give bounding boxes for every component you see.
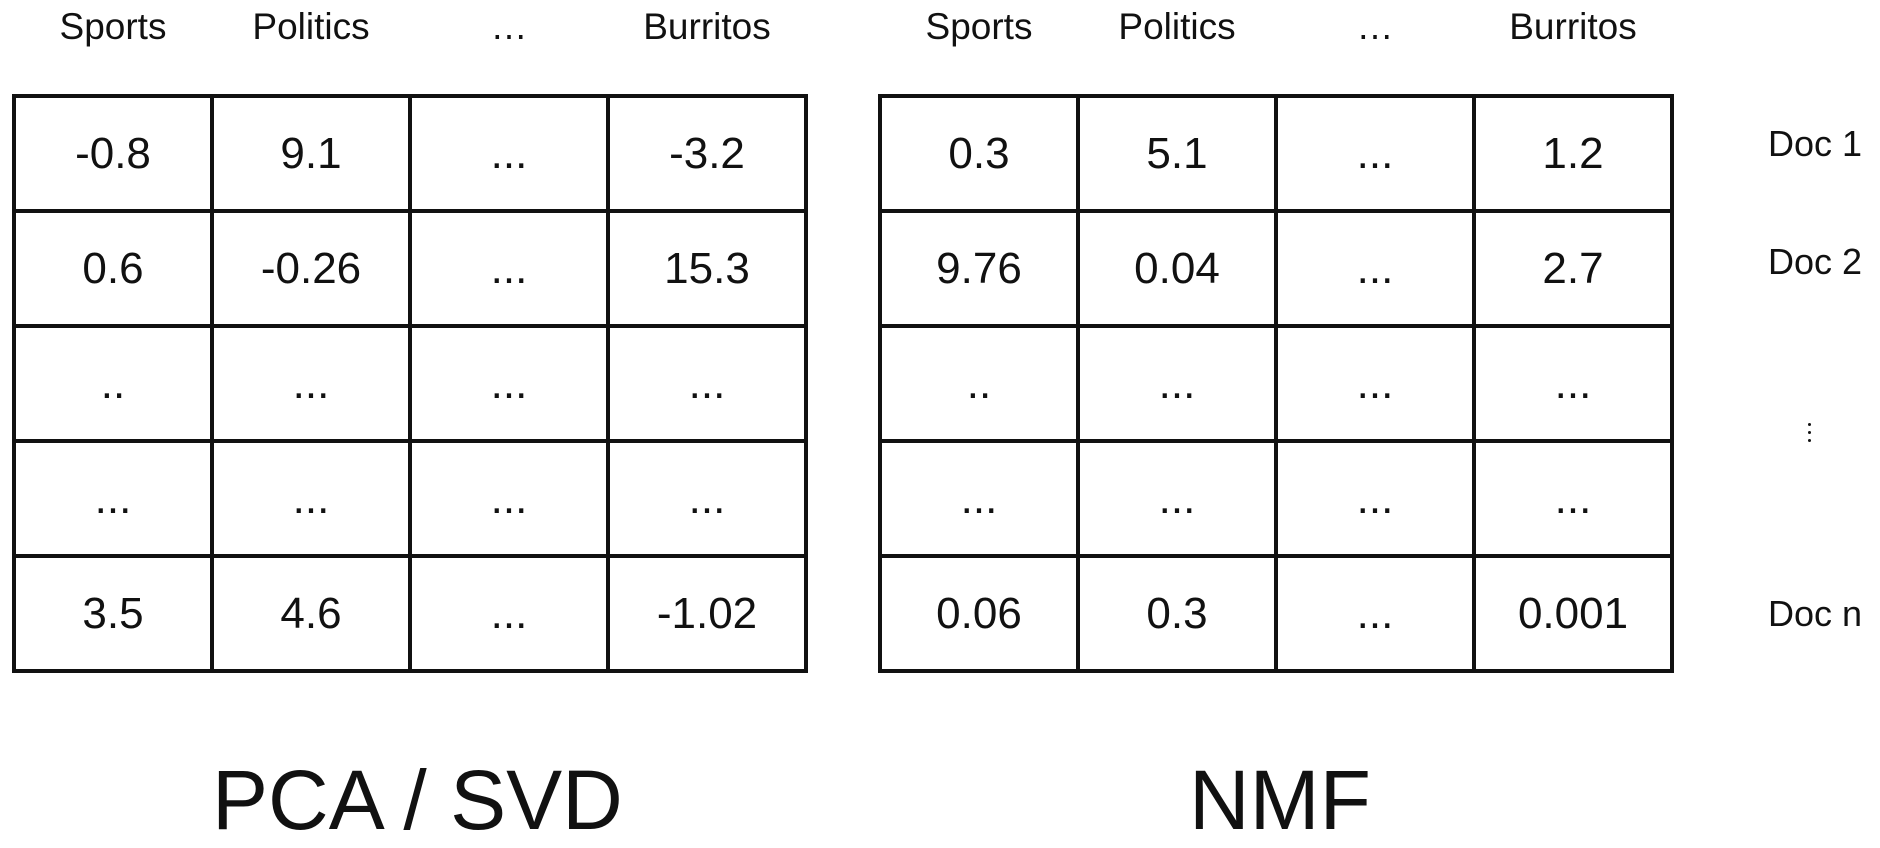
pca-cell: ... xyxy=(606,439,808,558)
nmf-cell: ... xyxy=(1076,439,1278,558)
nmf-cell: 0.06 xyxy=(878,554,1080,673)
pca-cell: 3.5 xyxy=(12,554,214,673)
pca-row-ellipsis-1: .. ... ... ... xyxy=(12,324,808,443)
pca-header-politics: Politics xyxy=(252,6,370,47)
pca-cell: -0.26 xyxy=(210,209,412,328)
nmf-header-ellipsis: … xyxy=(1356,6,1394,47)
pca-row-doc-1: -0.8 9.1 ... -3.2 xyxy=(12,94,808,213)
pca-svd-title: PCA / SVD xyxy=(212,753,623,847)
pca-matrix: -0.8 9.1 ... -3.2 0.6 -0.26 ... 15.3 .. … xyxy=(12,94,808,673)
pca-header-sports: Sports xyxy=(59,6,167,47)
pca-cell: ... xyxy=(408,94,610,213)
pca-cell: 15.3 xyxy=(606,209,808,328)
nmf-cell: ... xyxy=(1274,94,1476,213)
pca-row-doc-2: 0.6 -0.26 ... 15.3 xyxy=(12,209,808,328)
pca-cell: 4.6 xyxy=(210,554,412,673)
nmf-header-politics: Politics xyxy=(1118,6,1236,47)
nmf-cell: 2.7 xyxy=(1472,209,1674,328)
nmf-cell: ... xyxy=(1274,324,1476,443)
nmf-cell: ... xyxy=(878,439,1080,558)
pca-cell: ... xyxy=(210,439,412,558)
pca-cell: .. xyxy=(12,324,214,443)
nmf-cell: .. xyxy=(878,324,1080,443)
pca-cell: ... xyxy=(408,439,610,558)
pca-cell: ... xyxy=(408,554,610,673)
pca-cell: 0.6 xyxy=(12,209,214,328)
pca-header-ellipsis: … xyxy=(490,6,528,47)
pca-cell: -1.02 xyxy=(606,554,808,673)
doc-label-n: Doc n xyxy=(1768,593,1863,634)
nmf-cell: 0.3 xyxy=(1076,554,1278,673)
nmf-row-doc-n: 0.06 0.3 ... 0.001 xyxy=(878,554,1674,673)
nmf-cell: ... xyxy=(1274,439,1476,558)
nmf-row-doc-2: 9.76 0.04 ... 2.7 xyxy=(878,209,1674,328)
pca-column-headers: Sports Politics … Burritos xyxy=(14,0,806,54)
pca-cell: ... xyxy=(210,324,412,443)
pca-cell: ... xyxy=(408,209,610,328)
nmf-header-burritos: Burritos xyxy=(1509,6,1637,47)
nmf-row-ellipsis-2: ... ... ... ... xyxy=(878,439,1674,558)
nmf-cell: ... xyxy=(1274,209,1476,328)
nmf-row-doc-1: 0.3 5.1 ... 1.2 xyxy=(878,94,1674,213)
nmf-row-ellipsis-1: .. ... ... ... xyxy=(878,324,1674,443)
pca-header-burritos: Burritos xyxy=(643,6,771,47)
nmf-cell: ... xyxy=(1274,554,1476,673)
pca-cell: ... xyxy=(408,324,610,443)
nmf-cell: 0.3 xyxy=(878,94,1080,213)
nmf-cell: 1.2 xyxy=(1472,94,1674,213)
vertical-ellipsis-icon xyxy=(1806,423,1812,442)
nmf-column-headers: Sports Politics … Burritos xyxy=(880,0,1672,54)
pca-cell: ... xyxy=(12,439,214,558)
nmf-cell: ... xyxy=(1472,324,1674,443)
nmf-cell: 5.1 xyxy=(1076,94,1278,213)
nmf-cell: ... xyxy=(1076,324,1278,443)
nmf-header-sports: Sports xyxy=(925,6,1033,47)
doc-label-2: Doc 2 xyxy=(1768,241,1863,282)
pca-cell: -3.2 xyxy=(606,94,808,213)
nmf-matrix: 0.3 5.1 ... 1.2 9.76 0.04 ... 2.7 .. ...… xyxy=(878,94,1674,673)
nmf-cell: 0.04 xyxy=(1076,209,1278,328)
nmf-title: NMF xyxy=(1189,753,1371,847)
pca-row-doc-n: 3.5 4.6 ... -1.02 xyxy=(12,554,808,673)
pca-cell: ... xyxy=(606,324,808,443)
pca-cell: 9.1 xyxy=(210,94,412,213)
nmf-cell: 9.76 xyxy=(878,209,1080,328)
nmf-cell: 0.001 xyxy=(1472,554,1674,673)
nmf-cell: ... xyxy=(1472,439,1674,558)
doc-label-1: Doc 1 xyxy=(1768,123,1863,164)
pca-cell: -0.8 xyxy=(12,94,214,213)
pca-row-ellipsis-2: ... ... ... ... xyxy=(12,439,808,558)
